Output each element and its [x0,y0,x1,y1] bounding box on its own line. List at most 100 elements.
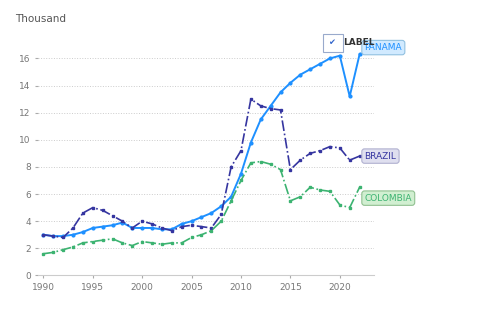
COLOMBIA [40,252,46,256]
COLOMBIA [238,179,244,182]
Text: LABEL: LABEL [343,38,375,47]
BRAZIL [189,223,194,227]
PANAMA [248,141,254,144]
BRAZIL [298,158,303,162]
BRAZIL [100,208,106,212]
Line: BRAZIL: BRAZIL [42,98,361,239]
PANAMA [288,81,293,85]
PANAMA [149,226,155,230]
BRAZIL [50,234,56,238]
BRAZIL [60,236,66,239]
COLOMBIA [298,195,303,199]
BRAZIL [90,206,96,209]
PANAMA [277,90,283,94]
BRAZIL [347,158,353,162]
PANAMA [120,221,125,224]
BRAZIL [268,107,274,110]
COLOMBIA [357,185,362,189]
PANAMA [189,219,194,223]
BRAZIL [139,219,145,223]
BRAZIL [149,222,155,226]
BRAZIL [258,104,264,108]
COLOMBIA [90,240,96,244]
BRAZIL [218,213,224,216]
BRAZIL [40,233,46,237]
BRAZIL [357,154,362,158]
BRAZIL [307,151,313,155]
COLOMBIA [347,206,353,209]
BRAZIL [130,226,135,230]
BRAZIL [288,168,293,172]
BRAZIL [327,145,333,148]
Text: ✔: ✔ [328,38,336,47]
BRAZIL [169,229,175,233]
PANAMA [327,57,333,60]
BRAZIL [277,108,283,112]
COLOMBIA [120,241,125,245]
COLOMBIA [100,238,106,242]
BRAZIL [228,165,234,169]
PANAMA [70,233,76,237]
PANAMA [179,222,185,226]
Line: COLOMBIA: COLOMBIA [42,160,361,255]
PANAMA [199,215,204,219]
BRAZIL [248,97,254,101]
BRAZIL [179,225,185,228]
PANAMA [317,62,323,66]
PANAMA [347,95,353,98]
BRAZIL [208,226,214,230]
Text: COLOMBIA: COLOMBIA [364,194,412,203]
BRAZIL [337,146,343,150]
PANAMA [298,73,303,77]
PANAMA [50,234,56,238]
COLOMBIA [258,160,264,163]
PANAMA [258,118,264,121]
BRAZIL [80,211,86,215]
COLOMBIA [169,241,175,245]
PANAMA [80,230,86,234]
PANAMA [109,223,115,227]
BRAZIL [120,219,125,223]
BRAZIL [159,226,165,230]
COLOMBIA [268,162,274,166]
COLOMBIA [307,185,313,189]
COLOMBIA [189,236,194,239]
PANAMA [208,211,214,215]
COLOMBIA [70,245,76,249]
BRAZIL [317,149,323,152]
PANAMA [238,172,244,176]
PANAMA [90,226,96,230]
COLOMBIA [228,199,234,203]
Line: PANAMA: PANAMA [42,53,361,238]
Text: PANAMA: PANAMA [364,43,402,52]
PANAMA [337,54,343,58]
COLOMBIA [80,241,86,245]
BRAZIL [199,225,204,228]
PANAMA [100,225,106,228]
COLOMBIA [199,233,204,237]
COLOMBIA [337,203,343,207]
PANAMA [130,226,135,230]
BRAZIL [238,149,244,152]
COLOMBIA [248,161,254,165]
COLOMBIA [218,219,224,223]
COLOMBIA [50,250,56,254]
COLOMBIA [277,168,283,172]
COLOMBIA [130,244,135,248]
Text: Thousand: Thousand [15,14,66,24]
COLOMBIA [288,199,293,203]
COLOMBIA [159,242,165,246]
PANAMA [139,226,145,230]
BRAZIL [109,214,115,218]
PANAMA [40,233,46,237]
COLOMBIA [149,241,155,245]
COLOMBIA [208,229,214,233]
PANAMA [218,204,224,208]
PANAMA [357,53,362,56]
Text: BRAZIL: BRAZIL [364,151,396,161]
FancyBboxPatch shape [324,34,343,52]
PANAMA [60,234,66,238]
BRAZIL [70,226,76,230]
COLOMBIA [317,188,323,192]
COLOMBIA [109,237,115,241]
